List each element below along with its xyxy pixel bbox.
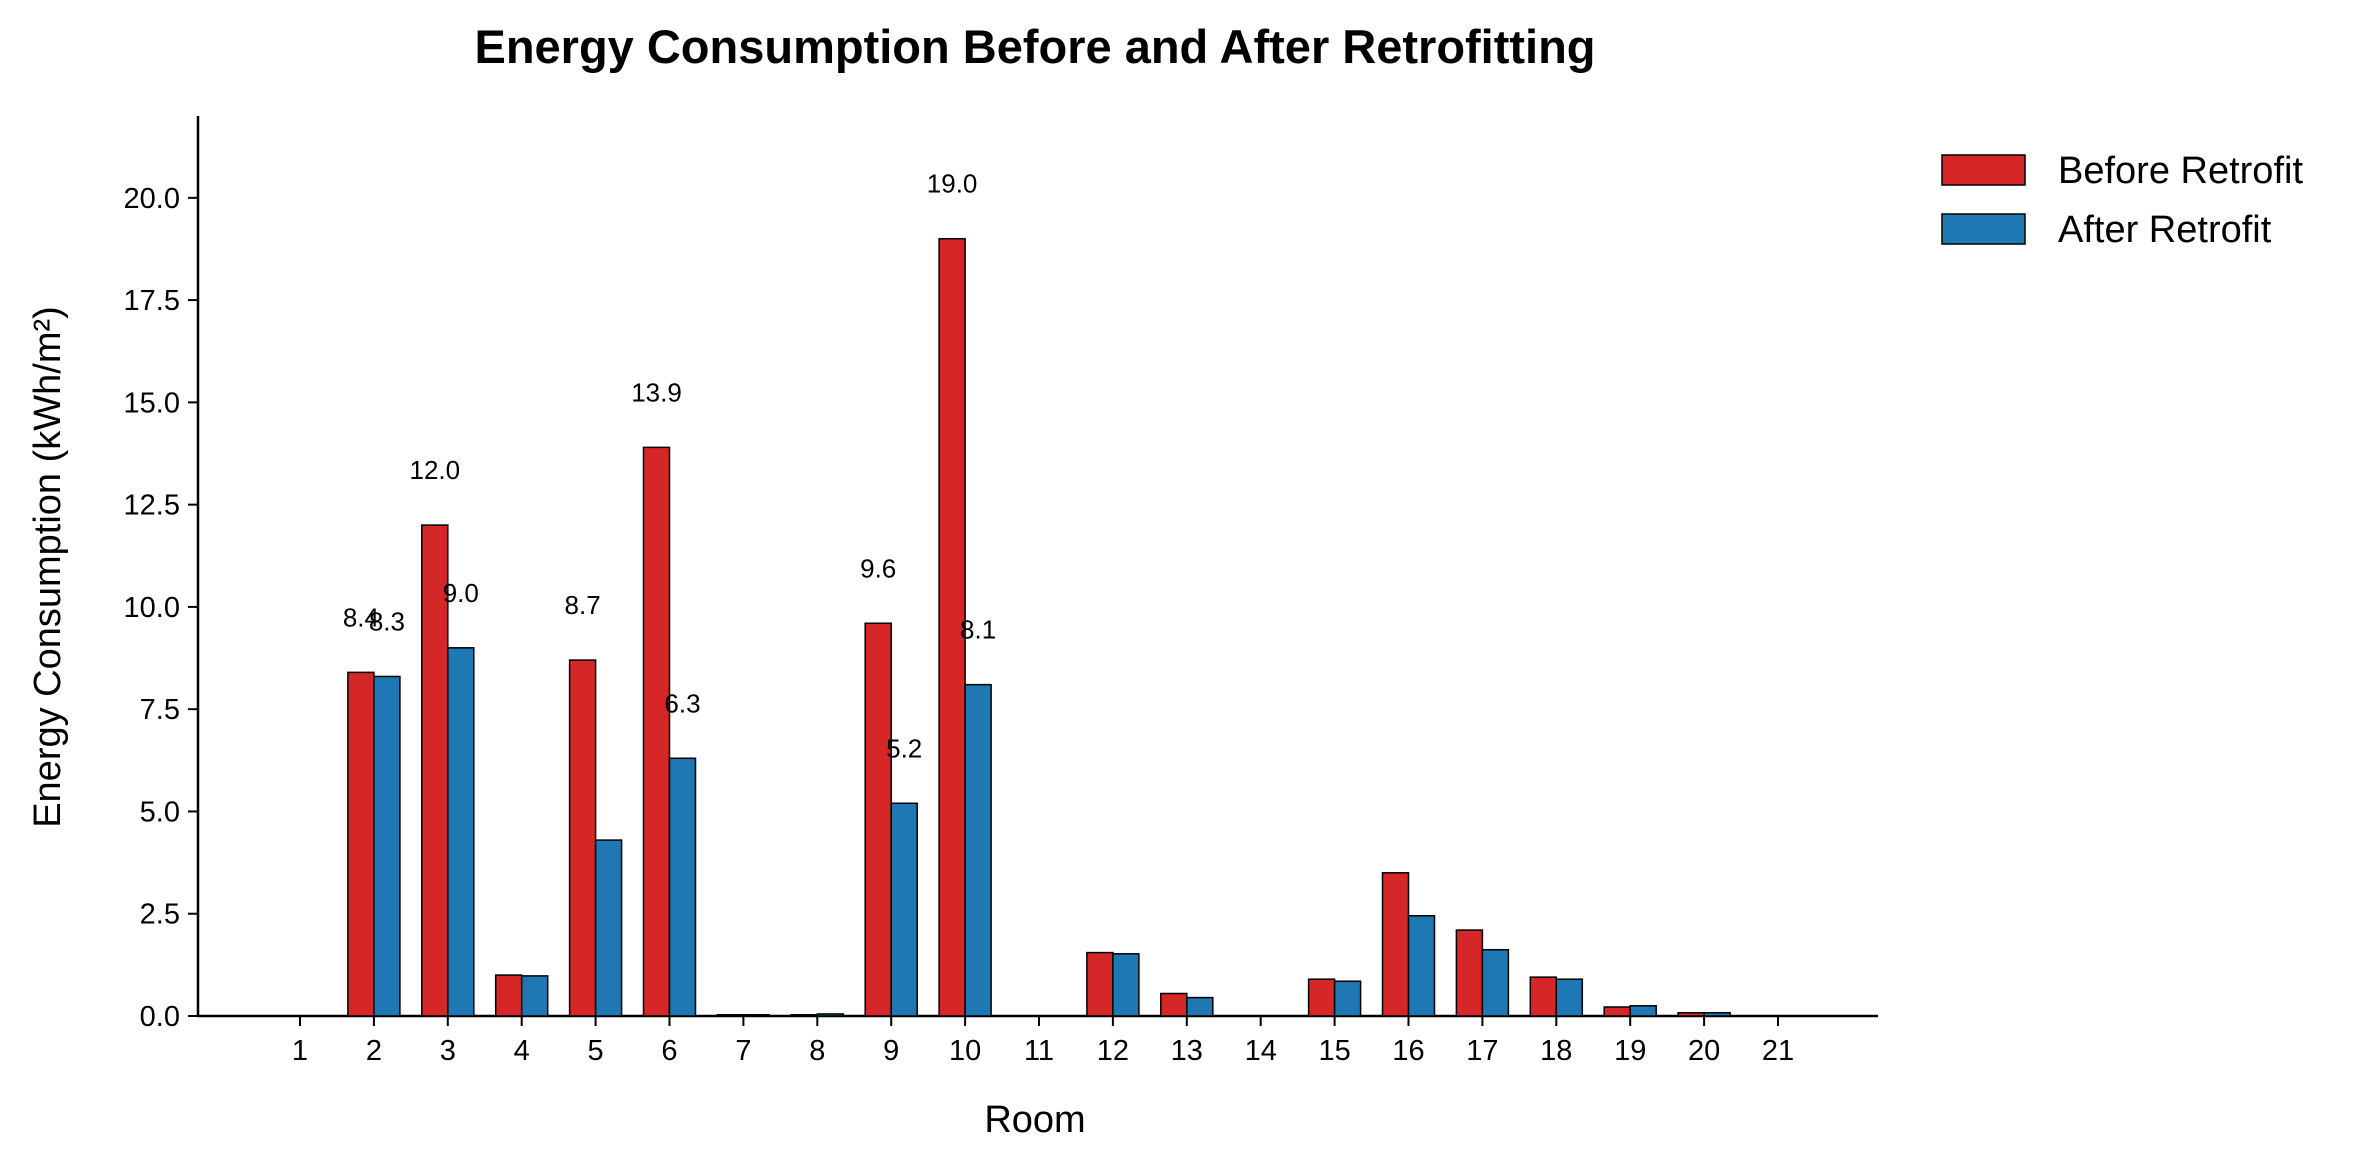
x-tick-label: 8 (809, 1035, 825, 1067)
bar-after-room-2 (373, 675, 401, 1017)
y-tick-label: 5.0 (140, 796, 180, 828)
bar-before-room-6 (642, 446, 671, 1017)
bar-after-room-9 (890, 802, 918, 1017)
bar-before-room-19 (1603, 1006, 1631, 1017)
data-label: 9.6 (860, 553, 896, 583)
bar-after-room-13 (1186, 996, 1214, 1017)
y-tick-label: 12.5 (124, 490, 180, 522)
bar-before-room-4 (494, 974, 523, 1017)
x-tick-label: 19 (1614, 1035, 1646, 1067)
bar-before-room-15 (1307, 978, 1336, 1017)
x-tick-label: 9 (883, 1035, 899, 1067)
bar-before-room-17 (1455, 929, 1484, 1017)
y-tick-label: 7.5 (140, 694, 180, 726)
bar-before-room-20 (1677, 1011, 1705, 1017)
bar-after-room-12 (1112, 953, 1140, 1017)
bar-before-room-16 (1381, 872, 1410, 1017)
x-tick-label: 20 (1688, 1035, 1720, 1067)
x-tick-label: 5 (588, 1035, 604, 1067)
x-tick-label: 18 (1540, 1035, 1572, 1067)
chart-title: Energy Consumption Before and After Retr… (474, 20, 1595, 73)
bars-group: 8.4 12.0 8.7 13.9 9.6 19.0 8.3 9.0 6.3 5.2 8.1 (343, 169, 1731, 1017)
x-tick-label: 10 (949, 1035, 981, 1067)
x-tick-label: 1 (292, 1035, 308, 1067)
x-tick-label: 17 (1466, 1035, 1498, 1067)
bar-after-room-3 (447, 647, 475, 1017)
y-tick-label: 20.0 (124, 183, 180, 215)
x-axis-label: Room (984, 1099, 1085, 1141)
legend-swatch-after (1941, 213, 2026, 245)
bar-before-room-9 (864, 622, 892, 1017)
x-tick-label: 14 (1245, 1035, 1277, 1067)
x-tick-label: 3 (440, 1035, 456, 1067)
data-label: 12.0 (409, 455, 460, 485)
x-tick-label: 4 (514, 1035, 530, 1067)
data-label: 9.0 (443, 578, 479, 608)
data-label: 6.3 (664, 688, 700, 718)
bar-before-room-5 (568, 659, 597, 1017)
bar-after-room-20 (1703, 1011, 1731, 1017)
y-tick-label: 17.5 (124, 285, 180, 317)
bar-before-room-10 (938, 237, 966, 1017)
bar-after-room-6 (668, 757, 697, 1017)
x-tick-label: 12 (1097, 1035, 1129, 1067)
legend-label-before: Before Retrofit (2058, 150, 2303, 192)
y-tick-label: 10.0 (124, 592, 180, 624)
bar-after-room-10 (964, 683, 992, 1017)
legend-swatch-before (1941, 154, 2026, 186)
bar-after-room-17 (1481, 948, 1510, 1017)
bar-before-room-18 (1529, 976, 1558, 1017)
y-tick-label: 15.0 (124, 387, 180, 419)
x-tick-label: 2 (366, 1035, 382, 1067)
bar-after-room-7 (742, 1014, 771, 1017)
bar-before-room-3 (421, 524, 449, 1017)
bar-after-room-19 (1629, 1005, 1657, 1017)
x-tick-label: 16 (1392, 1035, 1424, 1067)
bar-before-room-2 (347, 671, 375, 1017)
bar-before-room-8 (790, 1014, 819, 1017)
bar-after-room-18 (1555, 978, 1584, 1017)
bar-after-room-15 (1333, 980, 1362, 1017)
legend: Before Retrofit After Retrofit (1941, 150, 2303, 251)
bar-before-room-12 (1086, 951, 1114, 1017)
data-label: 8.1 (960, 615, 996, 645)
data-label: 13.9 (631, 377, 682, 407)
legend-label-after: After Retrofit (2058, 209, 2272, 251)
bar-after-room-16 (1407, 915, 1436, 1017)
data-label: 8.7 (565, 590, 601, 620)
x-tick-label: 15 (1318, 1035, 1350, 1067)
data-label: 19.0 (927, 169, 978, 199)
y-tick-label: 2.5 (140, 899, 180, 931)
bar-after-room-4 (520, 975, 549, 1017)
bar-before-room-7 (716, 1014, 745, 1017)
x-tick-label: 7 (735, 1035, 751, 1067)
bar-before-room-13 (1160, 992, 1188, 1017)
bar-after-room-8 (816, 1013, 845, 1017)
y-axis-label: Energy Consumption (kWh/m²) (27, 306, 69, 828)
data-label: 8.3 (369, 606, 405, 636)
x-tick-label: 6 (661, 1035, 677, 1067)
x-tick-label: 13 (1171, 1035, 1203, 1067)
y-tick-label: 0.0 (140, 1001, 180, 1033)
x-tick-label: 11 (1024, 1035, 1054, 1067)
axes: 0.02.55.07.510.012.515.017.520.01 2 3 4 5 6 7 8… (124, 116, 1878, 1067)
x-tick-label: 21 (1762, 1035, 1794, 1067)
bar-after-room-5 (594, 839, 623, 1017)
data-label: 8.4 (343, 602, 379, 632)
data-label: 5.2 (886, 733, 922, 763)
